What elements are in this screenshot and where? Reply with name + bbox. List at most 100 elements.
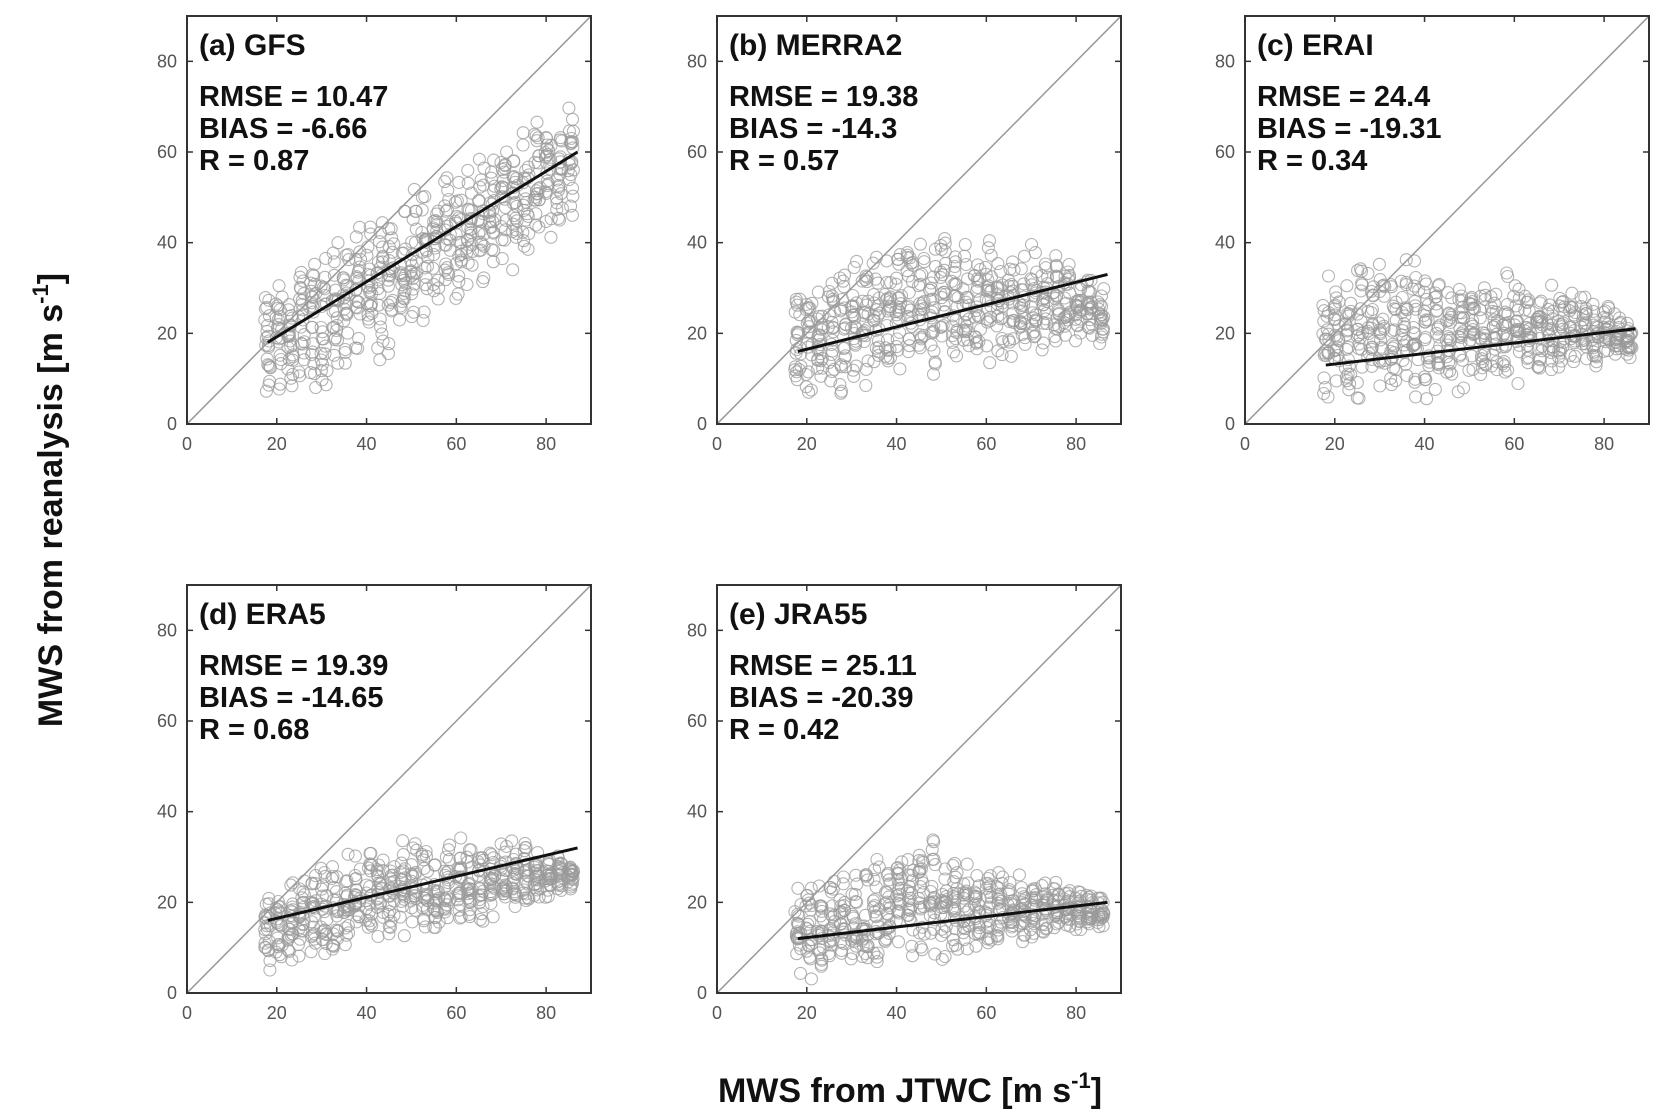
scatter-point (1456, 353, 1470, 367)
scatter-point (465, 212, 479, 226)
x-tick-label: 80 (1066, 434, 1086, 454)
scatter-point (341, 847, 355, 861)
scatter-point (314, 920, 328, 934)
scatter-point (849, 359, 863, 373)
scatter-point (945, 319, 959, 333)
scatter-point (981, 241, 995, 255)
scatter-point (891, 896, 905, 910)
scatter-point (562, 172, 576, 187)
scatter-point (938, 872, 952, 886)
scatter-point (441, 183, 455, 197)
scatter-point (394, 301, 408, 315)
scatter-point (925, 843, 939, 857)
scatter-point (1598, 315, 1612, 329)
scatter-point (363, 285, 377, 299)
scatter-point (296, 885, 310, 899)
scatter-point (991, 257, 1005, 271)
scatter-point (428, 213, 443, 228)
scatter-point (460, 277, 474, 292)
scatter-point (1563, 348, 1577, 362)
scatter-point (1429, 304, 1443, 318)
scatter-point (1328, 298, 1342, 312)
scatter-point (315, 933, 330, 947)
scatter-point (934, 320, 948, 334)
scatter-point (486, 910, 500, 924)
scatter-point (1372, 257, 1386, 271)
scatter-point (294, 924, 308, 938)
scatter-point (1453, 321, 1467, 336)
scatter-point (791, 881, 805, 895)
scatter-point (261, 358, 275, 372)
scatter-point (1428, 382, 1442, 396)
scatter-point (416, 313, 430, 328)
scatter-point (1094, 330, 1109, 344)
scatter-point (1457, 381, 1471, 395)
scatter-point (373, 897, 387, 911)
scatter-point (913, 864, 927, 878)
scatter-point (1084, 889, 1098, 903)
scatter-point (450, 209, 464, 223)
scatter-point (462, 843, 477, 857)
scatter-point (1476, 355, 1490, 369)
x-axis-title-main: MWS from JTWC [m s (718, 1072, 1071, 1110)
scatter-point (510, 199, 524, 213)
scatter-point (1533, 309, 1547, 323)
scatter-point (428, 858, 442, 872)
scatter-point (564, 168, 578, 182)
scatter-point (927, 835, 941, 849)
scatter-point (1552, 344, 1566, 358)
scatter-point (1543, 298, 1557, 312)
scatter-point (883, 342, 897, 357)
panel-title: (e) JRA55 (729, 598, 867, 631)
scatter-point (1432, 330, 1446, 344)
x-tick-label: 40 (357, 1003, 377, 1023)
scatter-point (1521, 343, 1535, 357)
scatter-point (428, 903, 442, 917)
scatter-point (1474, 367, 1488, 382)
scatter-point (917, 295, 931, 309)
scatter-point (850, 254, 864, 268)
scatter-point (969, 887, 983, 901)
scatter-point (432, 891, 446, 905)
scatter-point (981, 871, 995, 886)
scatter-point (297, 346, 311, 360)
scatter-point (891, 343, 905, 357)
y-tick-label: 20 (687, 323, 707, 343)
scatter-point (1354, 284, 1368, 298)
scatter-point (552, 180, 566, 194)
scatter-point (408, 235, 423, 250)
scatter-point (949, 349, 964, 363)
scatter-point (824, 938, 838, 952)
scatter-point (1069, 312, 1083, 326)
x-tick-label: 60 (446, 1003, 466, 1023)
scatter-point (915, 943, 929, 957)
scatter-point (508, 899, 522, 914)
scatter-point (342, 926, 356, 940)
scatter-point (1017, 914, 1031, 928)
scatter-point (474, 243, 488, 257)
scatter-point (1418, 370, 1432, 384)
scatter-point (971, 258, 985, 272)
scatter-point (969, 939, 983, 953)
scatter-point (848, 934, 862, 948)
scatter-point (530, 187, 544, 201)
scatter-point (461, 855, 475, 869)
scatter-point (565, 867, 579, 881)
x-tick-label: 20 (797, 1003, 817, 1023)
panel-stat: RMSE = 19.38 (729, 81, 918, 113)
scatter-point (1443, 357, 1457, 371)
scatter-point (946, 933, 960, 947)
x-tick-label: 20 (797, 434, 817, 454)
scatter-point (871, 276, 885, 290)
y-tick-label: 40 (687, 802, 707, 822)
scatter-point (934, 287, 948, 301)
y-axis-title-main: MWS from reanalysis [m s (32, 304, 70, 727)
scatter-point (938, 925, 952, 939)
panel-stat: BIAS = -6.66 (199, 113, 367, 145)
scatter-point (788, 305, 802, 319)
scatter-point (982, 931, 996, 945)
scatter-point (507, 876, 521, 890)
scatter-point (374, 320, 388, 334)
